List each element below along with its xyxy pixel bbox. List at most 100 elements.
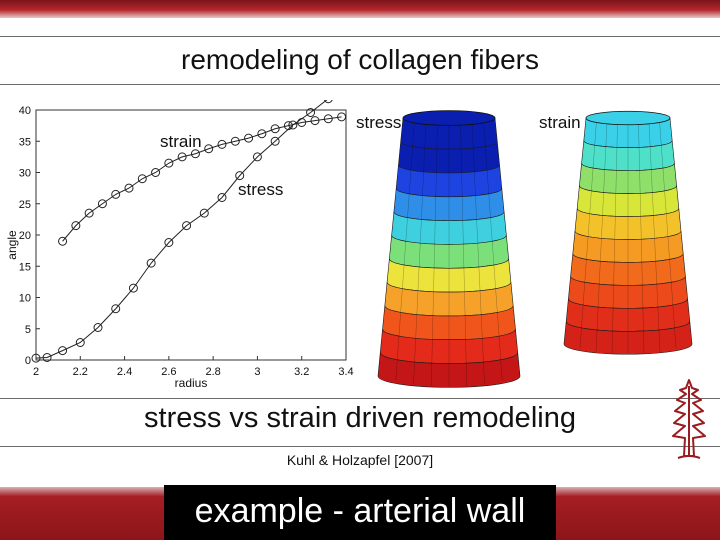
stress-cylinder-band-seam: [395, 356, 398, 381]
strain-cylinder-band-seam: [642, 307, 644, 331]
plot-label-strain: strain: [160, 132, 202, 151]
strain-cylinder-band-seam: [596, 305, 599, 329]
data-point-strain: [84, 208, 94, 218]
rule-top: [0, 36, 720, 37]
plot-background: [0, 100, 370, 392]
y-tick-label: 20: [19, 230, 31, 242]
strain-cylinder-band-seam: [591, 166, 594, 189]
cylinder-label-stress: stress: [356, 113, 402, 132]
stress-cylinder-band-seam: [416, 289, 419, 313]
data-point-stress: [42, 353, 52, 362]
strain-cylinder-band-seam: [640, 215, 642, 239]
footer-text: example - arterial wall: [194, 492, 526, 530]
stress-cylinder-band-seam: [436, 124, 438, 149]
strain-cylinder-band-seam: [642, 284, 644, 308]
strain-cylinder-band-seam: [653, 214, 655, 238]
stress-cylinder-band-seam: [410, 144, 414, 169]
stress-cylinder-band-seam: [480, 312, 483, 337]
strain-cylinder-band-seam: [657, 305, 660, 329]
data-point-stress: [182, 221, 192, 231]
stress-cylinder-band-seam: [465, 338, 467, 363]
stress-cylinder-band-seam: [472, 146, 475, 171]
strain-cylinder-band-seam: [614, 215, 616, 239]
y-axis-label: angle: [5, 230, 19, 260]
strain-cylinder-band-seam: [603, 168, 606, 192]
stress-cylinder-band-seam: [433, 243, 435, 268]
stress-driven-cylinder: [377, 110, 521, 388]
y-tick-label: 35: [19, 136, 31, 148]
stress-cylinder-band-seam: [431, 362, 433, 387]
strain-cylinder-band-seam: [658, 328, 661, 352]
stress-cylinder-band-seam: [414, 336, 417, 361]
strain-cylinder-band-seam: [662, 166, 665, 189]
data-point-strain: [111, 189, 121, 199]
slide-subtitle: stress vs strain driven remodeling: [144, 402, 576, 434]
footer-box: [164, 485, 556, 540]
strain-cylinder-band-seam: [674, 325, 677, 348]
stress-cylinder-band-seam: [484, 144, 488, 169]
x-tick-label: 3.2: [294, 366, 309, 378]
stress-cylinder-band-seam: [434, 196, 437, 220]
data-point-stress: [252, 152, 262, 162]
strain-cylinder-band-seam: [615, 170, 617, 193]
data-point-stress: [199, 208, 209, 218]
data-point-strain: [190, 149, 200, 159]
top-band: [0, 0, 720, 18]
stress-cylinder-band-seam: [483, 120, 486, 145]
strain-cylinder-band-seam: [602, 191, 604, 215]
strain-cylinder-band-seam: [654, 236, 656, 260]
stress-cylinder-band-seam: [500, 356, 503, 381]
x-axis-label: radius: [175, 376, 208, 390]
stress-cylinder-band-seam: [423, 146, 426, 171]
data-point-stress: [217, 193, 227, 202]
rule-under-title: [0, 84, 720, 85]
stress-cylinder-band-seam: [404, 238, 407, 263]
data-point-strain: [337, 112, 347, 122]
stress-cylinder-band-seam: [421, 194, 423, 219]
data-point-strain: [177, 152, 187, 162]
stress-cylinder-band-seam: [398, 309, 402, 334]
stress-cylinder-band-seam: [464, 291, 466, 316]
strain-cylinder-band-seam: [597, 282, 600, 306]
data-point-stress: [146, 258, 156, 268]
strain-driven-cylinder: [563, 110, 693, 355]
data-point-strain: [58, 236, 68, 246]
data-point-strain: [244, 133, 254, 143]
stress-cylinder-band-seam: [475, 194, 477, 219]
rule-under-subtitle: [0, 446, 720, 447]
stress-cylinder-band-seam: [461, 196, 464, 220]
stress-cylinder-band-seam: [465, 362, 467, 387]
strain-cylinder-band-seam: [599, 259, 601, 283]
strain-cylinder-band-seam: [586, 234, 589, 257]
strain-cylinder-band-seam: [656, 282, 659, 306]
strain-cylinder-band-seam: [669, 256, 672, 280]
y-tick-label: 10: [19, 293, 31, 305]
data-point-strain: [151, 168, 161, 177]
stress-cylinder-band-seam: [461, 172, 463, 197]
strain-cylinder-band-seam: [665, 211, 668, 235]
stress-cylinder-band-seam: [474, 170, 476, 195]
strain-cylinder-band-seam: [589, 188, 592, 212]
y-tick-label: 15: [19, 261, 31, 273]
strain-cylinder-band-seam: [581, 302, 584, 326]
strain-cylinder-band-seam: [579, 325, 582, 348]
data-point-strain: [257, 129, 267, 139]
stress-cylinder-band-seam: [434, 219, 436, 244]
data-point-strain: [97, 199, 107, 209]
strain-cylinder-band-seam: [643, 330, 645, 354]
stress-cylinder-band-seam: [397, 333, 400, 357]
stress-cylinder-band: [377, 352, 521, 388]
stress-cylinder-band-seam: [420, 218, 422, 242]
strain-cylinder-band-seam: [595, 328, 598, 352]
data-point-strain: [164, 158, 174, 168]
strain-cylinder-band-seam: [615, 192, 617, 216]
strain-cylinder-band: [563, 321, 693, 355]
data-point-strain: [137, 174, 147, 184]
stress-cylinder-band-seam: [471, 123, 474, 147]
slide-title: remodeling of collagen fibers: [181, 44, 539, 75]
angle-radius-plot: 2 2.2 2.4 2.6 2.8 3 3.2 3.4 0 5 10 15 20 25 30 35 40 radi…: [0, 100, 370, 392]
strain-cylinder-band-seam: [652, 191, 654, 215]
y-tick-label: 40: [19, 105, 31, 117]
citation: Kuhl & Holzapfel [2007]: [286, 452, 434, 468]
strain-cylinder-band-seam: [584, 256, 587, 280]
